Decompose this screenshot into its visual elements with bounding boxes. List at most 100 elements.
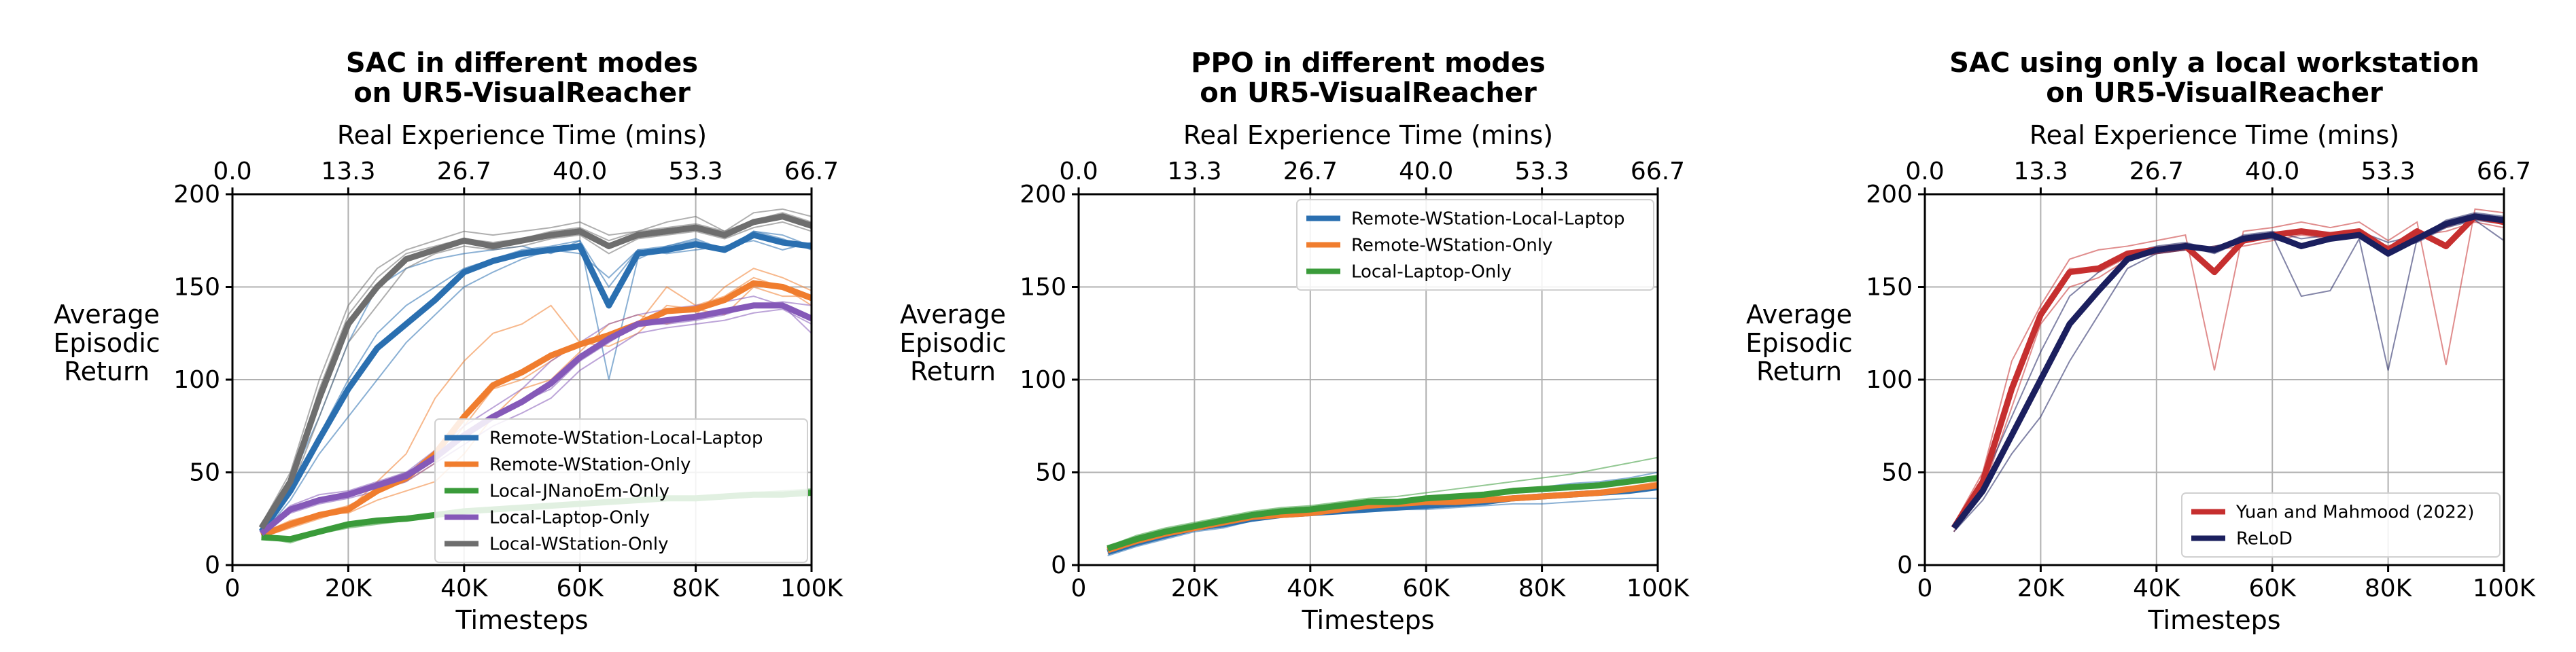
legend-label: Remote-WStation-Local-Laptop	[1351, 209, 1624, 230]
legend-label: Local-Laptop-Only	[1351, 262, 1512, 283]
chart-panel-3: 0 20K 40K 60K 80K 100K 0.0 13.3 26.7 40.0 53.3 66.7…	[1745, 48, 2536, 635]
series-run-line	[261, 268, 812, 535]
legend-label: Local-JNanoEm-Only	[489, 482, 669, 502]
plot-area	[1107, 456, 1658, 557]
chart-panel-2: 0 20K 40K 60K 80K 100K 0.0 13.3 26.7 40.0 53.3 66.7…	[899, 48, 1690, 635]
x2-tick-label: 40.0	[2245, 158, 2299, 185]
x2-tick-label: 0.0	[1905, 158, 1944, 185]
y-axis-label: Return	[910, 357, 996, 386]
series-mean-line	[258, 213, 812, 530]
y-tick-label: 150	[1020, 274, 1066, 302]
series-run-line	[1953, 221, 2504, 532]
chart-title: SAC in different modes	[346, 48, 698, 79]
x2-axis-label: Real Experience Time (mins)	[2030, 120, 2399, 150]
series-run-line	[1107, 479, 1658, 549]
y-tick-label: 0	[1897, 551, 1913, 579]
x-axis-label: Timesteps	[455, 605, 589, 635]
x2-tick-label: 0.0	[1059, 158, 1098, 185]
y-tick-label: 200	[173, 181, 220, 209]
chart-title: on UR5-VisualReacher	[353, 77, 691, 109]
y-tick-label: 0	[1051, 551, 1066, 579]
x-tick-label: 80K	[1518, 575, 1567, 602]
x2-axis-label: Real Experience Time (mins)	[337, 120, 707, 150]
x-tick-label: 100K	[1626, 575, 1690, 602]
x2-tick-label: 26.7	[2129, 158, 2184, 185]
y-tick-label: 50	[1035, 459, 1066, 487]
x2-axis-label: Real Experience Time (mins)	[1183, 120, 1553, 150]
legend-label: Yuan and Mahmood (2022)	[2235, 503, 2474, 523]
x-tick-label: 40K	[440, 575, 489, 602]
chart-title: on UR5-VisualReacher	[1200, 77, 1537, 109]
x2-tick-label: 53.3	[1515, 158, 1569, 185]
y-axis-label: Average	[1746, 300, 1852, 329]
series-mean-line	[1951, 213, 2504, 530]
y-tick-label: 50	[1881, 459, 1913, 487]
x-tick-label: 0	[1917, 575, 1933, 602]
chart-title: SAC using only a local workstation	[1949, 48, 2479, 79]
x-tick-label: 20K	[2017, 575, 2066, 602]
series-run-line	[260, 208, 812, 525]
y-axis-label: Episodic	[53, 328, 160, 358]
x2-tick-label: 13.3	[2013, 158, 2068, 185]
series-run-line	[260, 221, 812, 532]
x-axis-label: Timesteps	[1302, 605, 1435, 635]
legend: Yuan and Mahmood (2022) ReLoD	[2181, 492, 2501, 558]
series-mean-line	[259, 302, 812, 537]
legend: Remote-WStation-Local-Laptop Remote-WStat…	[434, 418, 808, 563]
y-axis-label: Return	[64, 357, 150, 386]
legend-label: Local-WStation-Only	[489, 535, 669, 555]
y-axis-label: Episodic	[899, 328, 1006, 358]
x2-tick-label: 26.7	[1283, 158, 1338, 185]
y-axis-label: Episodic	[1745, 328, 1852, 358]
legend-label: ReLoD	[2236, 529, 2293, 549]
x2-tick-label: 66.7	[1631, 158, 1685, 185]
legend-box	[434, 418, 808, 563]
y-tick-label: 200	[1020, 181, 1066, 209]
x2-tick-label: 26.7	[437, 158, 491, 185]
x-tick-label: 0	[1071, 575, 1087, 602]
legend-label: Remote-WStation-Only	[1351, 236, 1552, 256]
legend-label: Remote-WStation-Only	[489, 455, 691, 475]
series-run-line	[260, 308, 812, 537]
y-axis-label: Average	[900, 300, 1006, 329]
x2-tick-label: 13.3	[1167, 158, 1221, 185]
x2-tick-label: 40.0	[1399, 158, 1453, 185]
x-tick-label: 40K	[2133, 575, 2181, 602]
y-tick-label: 100	[1866, 366, 1913, 394]
x-tick-label: 80K	[2365, 575, 2413, 602]
x2-tick-label: 0.0	[213, 158, 251, 185]
y-tick-label: 150	[1866, 274, 1913, 302]
x2-tick-label: 13.3	[321, 158, 375, 185]
series-run-line	[1953, 215, 2504, 528]
y-tick-label: 200	[1866, 181, 1913, 209]
x2-tick-label: 53.3	[669, 158, 723, 185]
y-tick-label: 100	[173, 366, 220, 394]
legend-box	[2181, 492, 2501, 558]
x2-tick-label: 66.7	[2477, 158, 2531, 185]
series-run-line	[1953, 219, 2504, 525]
x2-tick-label: 66.7	[784, 158, 839, 185]
x-axis-label: Timesteps	[2148, 605, 2281, 635]
series-mean-line	[258, 232, 812, 534]
x-tick-label: 40K	[1287, 575, 1335, 602]
series-mean-line	[260, 280, 812, 539]
x-tick-label: 20K	[1171, 575, 1219, 602]
legend-label: Local-Laptop-Only	[489, 508, 650, 528]
y-axis-label: Return	[1756, 357, 1842, 386]
chart-panel-1: 0 20K 40K 60K 80K 100K 0.0 13.3 26.7 40.0 53.3 66.7…	[53, 48, 843, 635]
x-tick-label: 80K	[672, 575, 720, 602]
series-run-line	[1953, 219, 2504, 529]
series-mean-line	[1951, 213, 2504, 530]
chart-title: PPO in different modes	[1191, 48, 1546, 79]
y-tick-label: 150	[173, 274, 220, 302]
series-run-line	[1107, 488, 1658, 553]
x-tick-label: 100K	[780, 575, 844, 602]
y-axis-label: Average	[54, 300, 160, 329]
legend-box	[1296, 199, 1654, 291]
plot-area	[1951, 208, 2504, 532]
x2-tick-label: 40.0	[553, 158, 607, 185]
series-run-line	[1107, 456, 1658, 547]
chart-title: on UR5-VisualReacher	[2046, 77, 2383, 109]
series-run-line	[1953, 208, 2504, 525]
